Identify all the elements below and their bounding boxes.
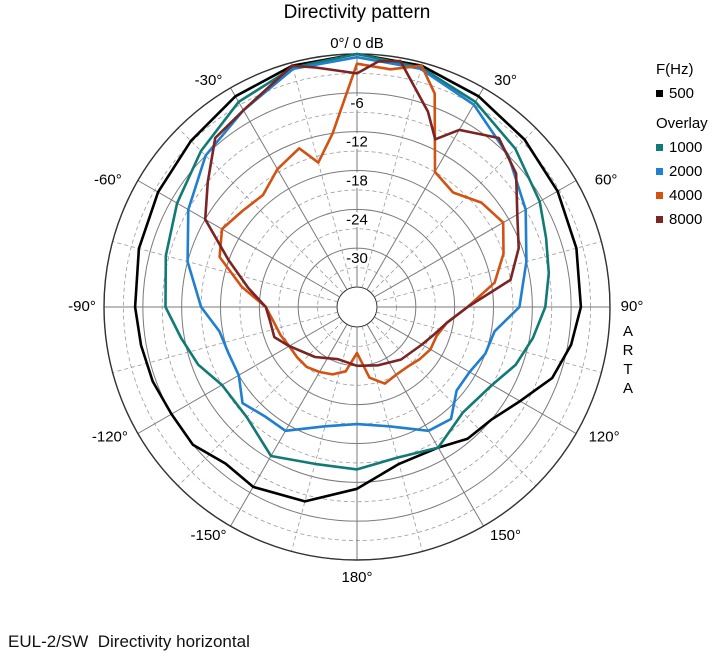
legend-entry-label: 8000 — [669, 211, 702, 228]
grid-spoke — [366, 87, 484, 290]
grid-spoke-minor — [370, 320, 537, 487]
radial-tick-label: 0°/ 0 dB — [330, 35, 384, 52]
grid-spoke — [374, 316, 577, 434]
polar-grid — [103, 53, 611, 561]
legend-overlay-heading: Overlay — [656, 115, 708, 132]
series-line-500 — [133, 52, 583, 503]
grid-spoke-minor — [177, 320, 344, 487]
grid-spoke-minor — [361, 62, 423, 288]
series-line-4000 — [218, 62, 505, 385]
grid-spoke-minor — [361, 326, 423, 552]
angle-tick-labels: -30° 30° -60° 60° -90° 90° -120° 120° -150° 150° 1… — [68, 72, 643, 586]
radial-tick-labels: 0°/ 0 dB -6 -12 -18 -24 -30 — [330, 35, 384, 270]
radial-tick-label: -6 — [350, 95, 363, 112]
chart-title: Directivity pattern — [284, 2, 431, 23]
legend-entry-label: 1000 — [669, 139, 702, 156]
grid-spoke-minor — [112, 241, 338, 303]
legend: F(Hz) 500 Overlay 1000 2000 4000 8000 — [656, 61, 708, 228]
grid-spoke-minor — [376, 241, 602, 303]
grid-spoke-minor — [112, 311, 338, 373]
grid-spoke-minor — [291, 62, 353, 288]
grid-spoke-minor — [291, 326, 353, 552]
grid-spoke — [374, 180, 577, 298]
radial-tick-label: -18 — [346, 173, 368, 190]
grid-spoke-minor — [376, 311, 602, 373]
grid-spoke — [137, 180, 340, 298]
legend-swatch — [656, 216, 663, 223]
legend-heading: F(Hz) — [656, 61, 694, 78]
series-line-8000 — [203, 59, 520, 368]
grid-spoke-minor — [177, 127, 344, 294]
radial-tick-label: -30 — [346, 250, 368, 267]
angle-tick-label: -150° — [190, 527, 226, 544]
legend-swatch — [656, 144, 663, 151]
angle-tick-label: 90° — [621, 298, 644, 315]
caption: EUL-2/SW Directivity horizontal — [8, 632, 250, 651]
angle-tick-label: -120° — [92, 429, 128, 446]
legend-swatch — [656, 168, 663, 175]
legend-swatch — [656, 192, 663, 199]
angle-tick-label: 120° — [589, 429, 620, 446]
grid-spoke — [366, 324, 484, 527]
angle-tick-label: -90° — [68, 298, 96, 315]
inner-circle — [336, 286, 378, 328]
legend-entry-label: 4000 — [669, 187, 702, 204]
radial-tick-label: -24 — [346, 211, 368, 228]
angle-tick-label: 150° — [490, 527, 521, 544]
series-line-2000 — [186, 55, 528, 433]
radial-tick-label: -12 — [346, 134, 368, 151]
angle-tick-label: -30° — [195, 72, 223, 89]
angle-tick-label: 60° — [595, 172, 618, 189]
angle-tick-label: 30° — [494, 72, 517, 89]
legend-entry-label: 2000 — [669, 163, 702, 180]
legend-swatch — [656, 90, 663, 97]
angle-tick-label: 180° — [341, 569, 372, 586]
legend-entry-label: 500 — [669, 85, 694, 102]
grid-spoke — [230, 87, 348, 290]
angle-tick-label: -60° — [94, 172, 122, 189]
series-layer — [133, 52, 583, 503]
grid-spoke-minor — [370, 127, 537, 294]
